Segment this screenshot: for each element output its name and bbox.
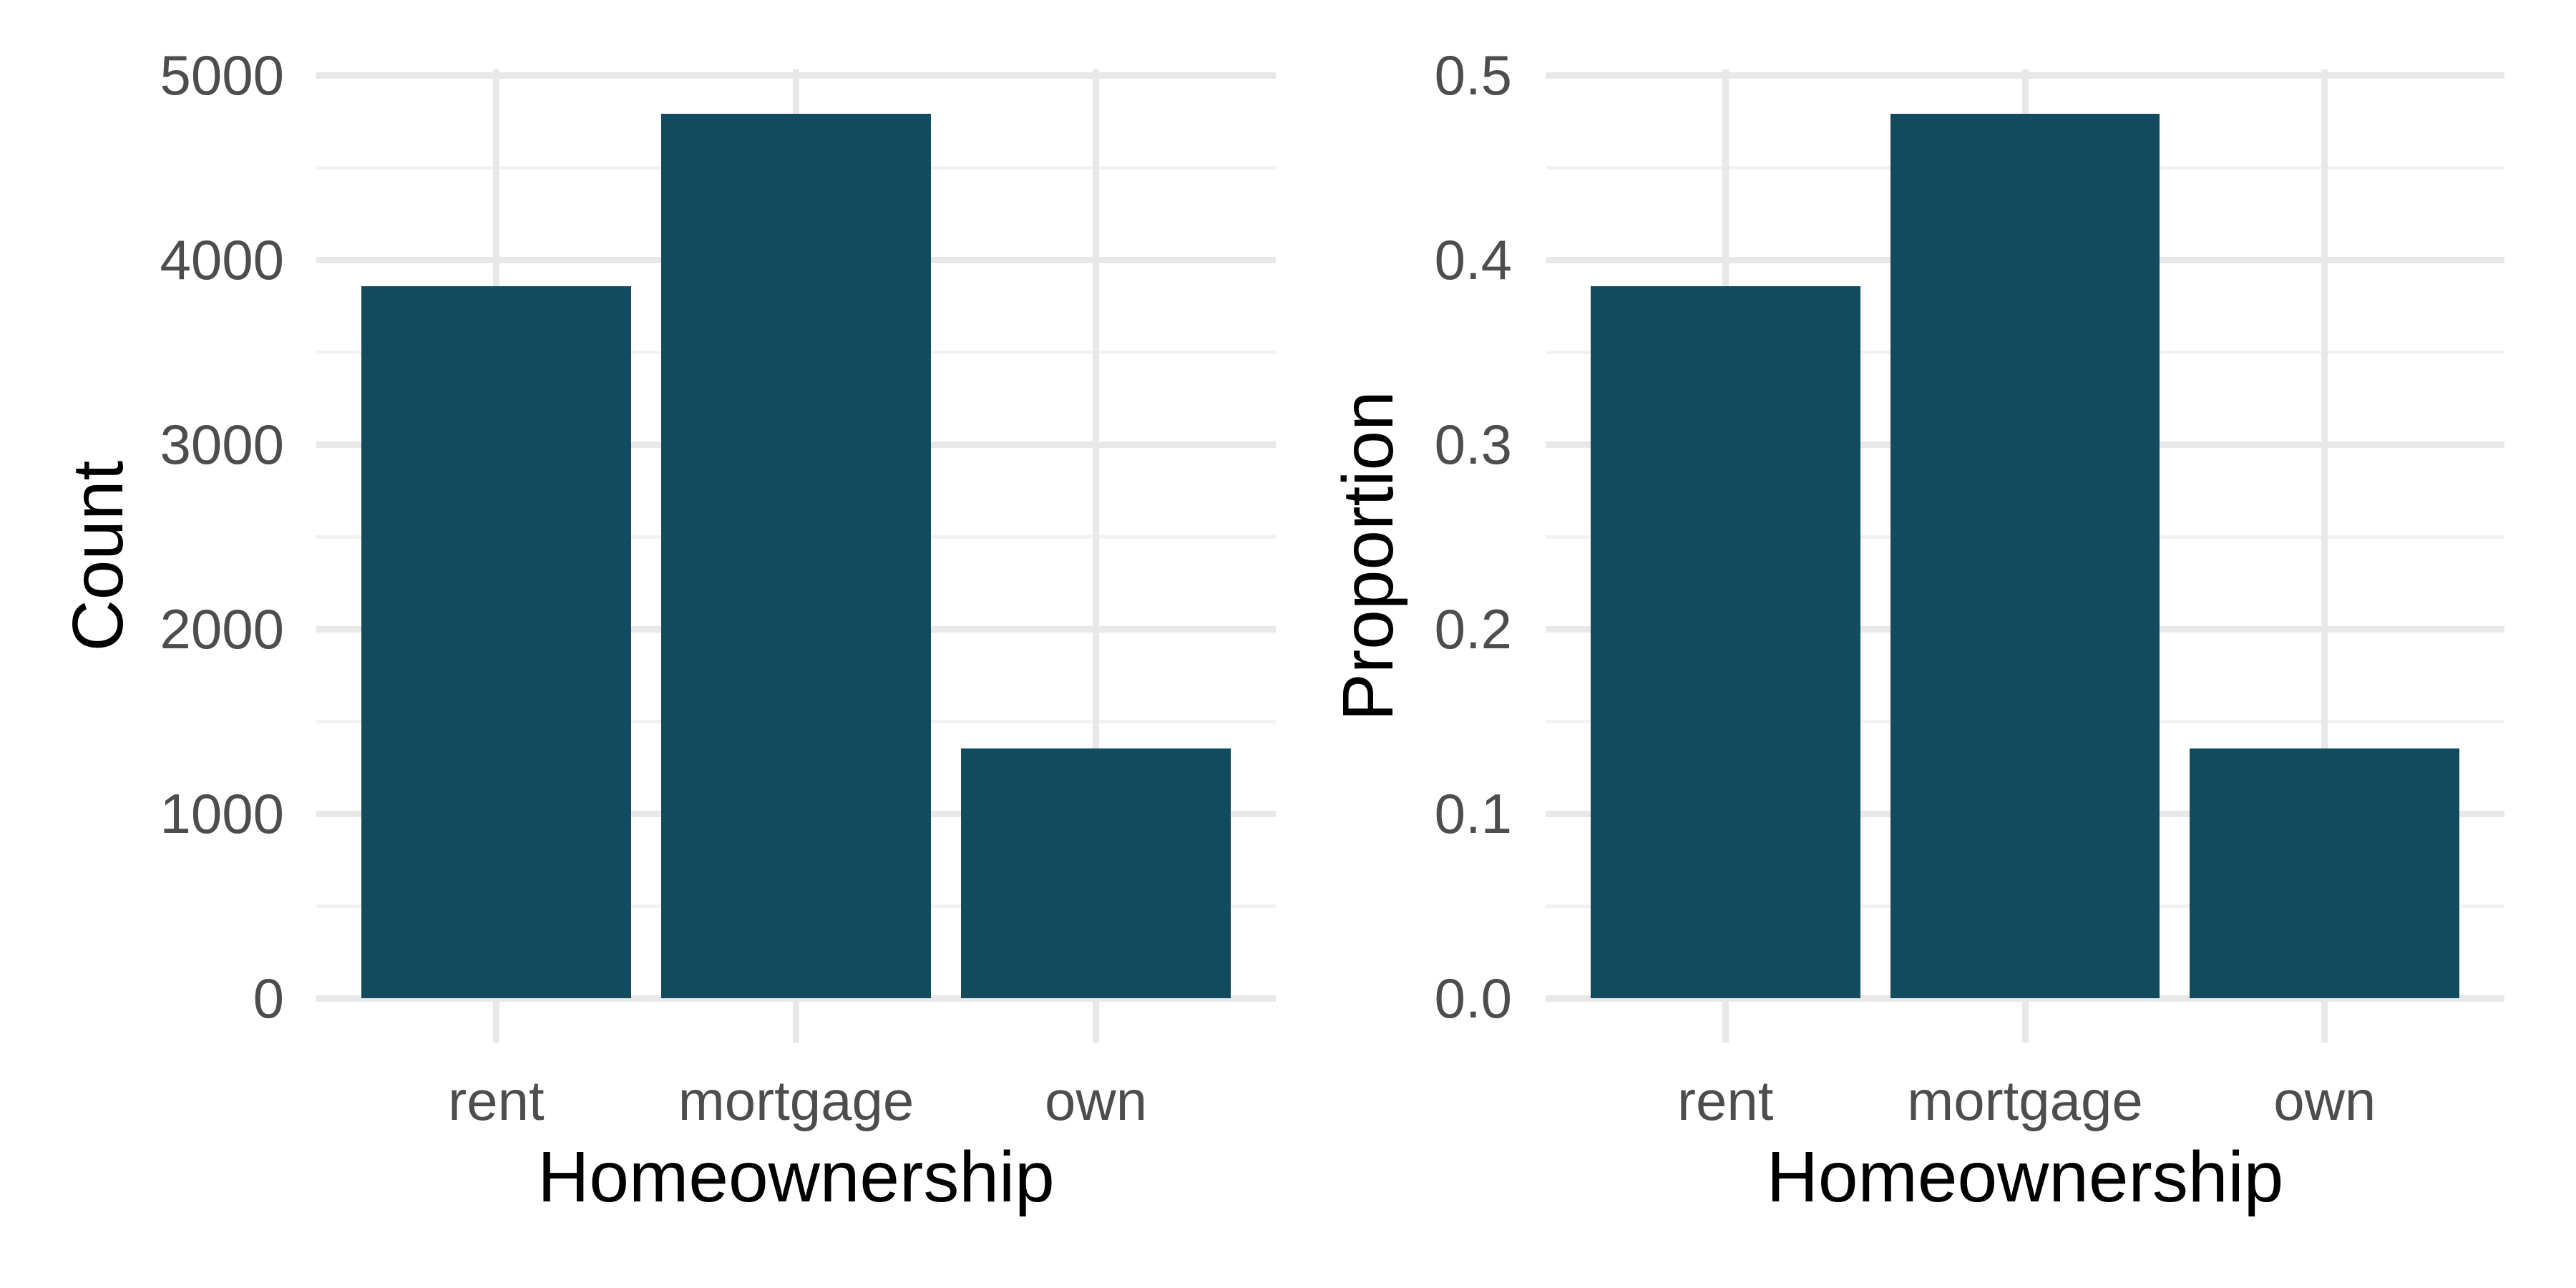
y-tick-label: 0.1 <box>1434 782 1512 845</box>
x-tick-label: rent <box>448 1069 545 1132</box>
bar-mortgage <box>1890 114 2160 998</box>
y-tick-label: 4000 <box>160 228 284 291</box>
y-axis-title: Count <box>58 460 138 652</box>
x-gridline-major <box>2321 69 2328 1043</box>
x-tick-label: own <box>1045 1069 1148 1132</box>
y-tick-label: 2000 <box>160 597 284 660</box>
bar-own <box>2190 748 2460 998</box>
bar-rent <box>361 286 632 998</box>
y-tick-label: 0.5 <box>1434 44 1512 107</box>
x-gridline-major <box>1093 69 1100 1043</box>
bar-mortgage <box>660 114 932 998</box>
y-tick-label: 0.4 <box>1434 228 1512 291</box>
x-tick-label: mortgage <box>1907 1069 2143 1132</box>
y-axis-title: Proportion <box>1328 391 1408 721</box>
x-axis-title: Homeownership <box>537 1137 1055 1217</box>
x-axis-title: Homeownership <box>1766 1137 2284 1217</box>
y-tick-label: 0.3 <box>1434 413 1512 476</box>
bar-rent <box>1590 286 1860 998</box>
y-tick-label: 3000 <box>160 413 284 476</box>
y-tick-label: 0 <box>253 967 284 1030</box>
bar-own <box>960 748 1231 998</box>
y-tick-label: 5000 <box>160 44 284 107</box>
y-tick-label: 1000 <box>160 782 284 845</box>
x-tick-label: rent <box>1677 1069 1774 1132</box>
y-tick-label: 0.2 <box>1434 597 1512 660</box>
y-tick-label: 0.0 <box>1434 967 1512 1030</box>
x-tick-label: own <box>2273 1069 2376 1132</box>
x-tick-label: mortgage <box>678 1069 914 1132</box>
